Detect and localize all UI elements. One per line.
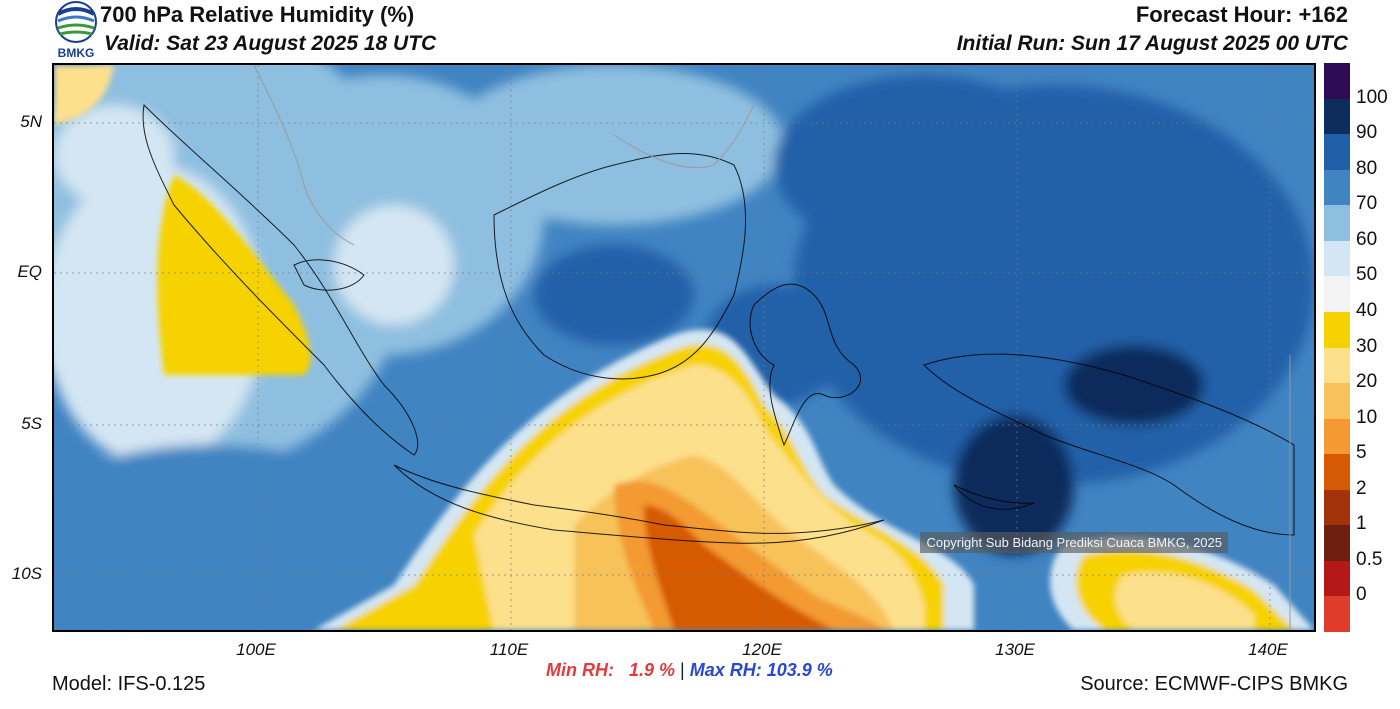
rh-stats: Min RH: 1.9 % | Max RH: 103.9 % [546,660,833,681]
colorbar-swatch [1324,525,1350,561]
lat-label-eq: EQ [17,262,42,281]
colorbar [1324,63,1350,632]
colorbar-swatch [1324,347,1350,384]
humidity-map: Copyright Sub Bidang Prediksi Cuaca BMKG… [52,63,1316,632]
colorbar-label: 60 [1356,228,1378,250]
colorbar-label: 20 [1356,371,1378,393]
chart-title: 700 hPa Relative Humidity (%) [100,2,415,27]
colorbar-label: 1 [1356,513,1367,535]
colorbar-label: 0 [1356,584,1367,606]
colorbar-label: 30 [1356,335,1378,357]
colorbar-label: 2 [1356,477,1367,499]
colorbar-swatch [1324,560,1350,597]
colorbar-swatch [1324,205,1350,241]
colorbar-swatch [1324,383,1350,419]
colorbar-label: 5 [1356,442,1367,464]
bmkg-logo: BMKG [52,0,100,60]
initial-run: Initial Run: Sun 17 August 2025 00 UTC [956,32,1348,55]
logo-text: BMKG [57,46,95,60]
forecast-hour: Forecast Hour: +162 [1135,2,1348,27]
colorbar-swatch [1324,276,1350,312]
lon-label-100e: 100E [236,640,276,659]
lat-label-10s: 10S [11,564,42,583]
colorbar-swatch [1324,596,1350,632]
lat-label-5s: 5S [21,414,42,433]
copyright-notice: Copyright Sub Bidang Prediksi Cuaca BMKG… [920,532,1228,553]
colorbar-label: 40 [1356,299,1378,321]
bmkg-logo-icon [55,1,97,43]
colorbar-swatch [1324,98,1350,135]
lat-label-5n: 5N [20,112,42,131]
colorbar-swatch [1324,63,1350,99]
lon-label-110e: 110E [489,640,529,659]
source-label: Source: ECMWF-CIPS BMKG [1080,673,1348,695]
lon-label-120e: 120E [742,640,782,659]
colorbar-swatch [1324,240,1350,277]
model-label: Model: IFS-0.125 [52,673,206,695]
colorbar-label: 70 [1356,193,1378,215]
colorbar-label: 100 [1356,86,1388,108]
stats-separator: | [680,660,685,680]
colorbar-label: 50 [1356,264,1378,286]
colorbar-swatch [1324,311,1350,348]
colorbar-label: 90 [1356,122,1378,144]
colorbar-swatch [1324,169,1350,206]
lon-label-140e: 140E [1248,640,1288,659]
colorbar-label: 80 [1356,157,1378,179]
colorbar-swatch [1324,134,1350,170]
colorbar-label: 10 [1356,406,1378,428]
humidity-field [54,65,1314,630]
max-rh: Max RH: 103.9 % [689,660,833,680]
colorbar-label: 0.5 [1356,548,1383,570]
valid-time: Valid: Sat 23 August 2025 18 UTC [104,32,437,55]
colorbar-swatch [1324,489,1350,526]
colorbar-swatch [1324,454,1350,490]
min-rh: Min RH: 1.9 % [546,660,676,680]
colorbar-swatch [1324,418,1350,455]
lon-label-130e: 130E [995,640,1035,659]
